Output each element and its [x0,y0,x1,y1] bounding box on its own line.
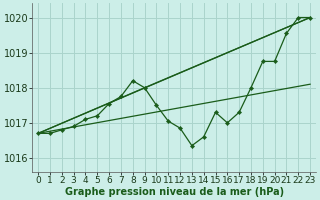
X-axis label: Graphe pression niveau de la mer (hPa): Graphe pression niveau de la mer (hPa) [65,187,284,197]
